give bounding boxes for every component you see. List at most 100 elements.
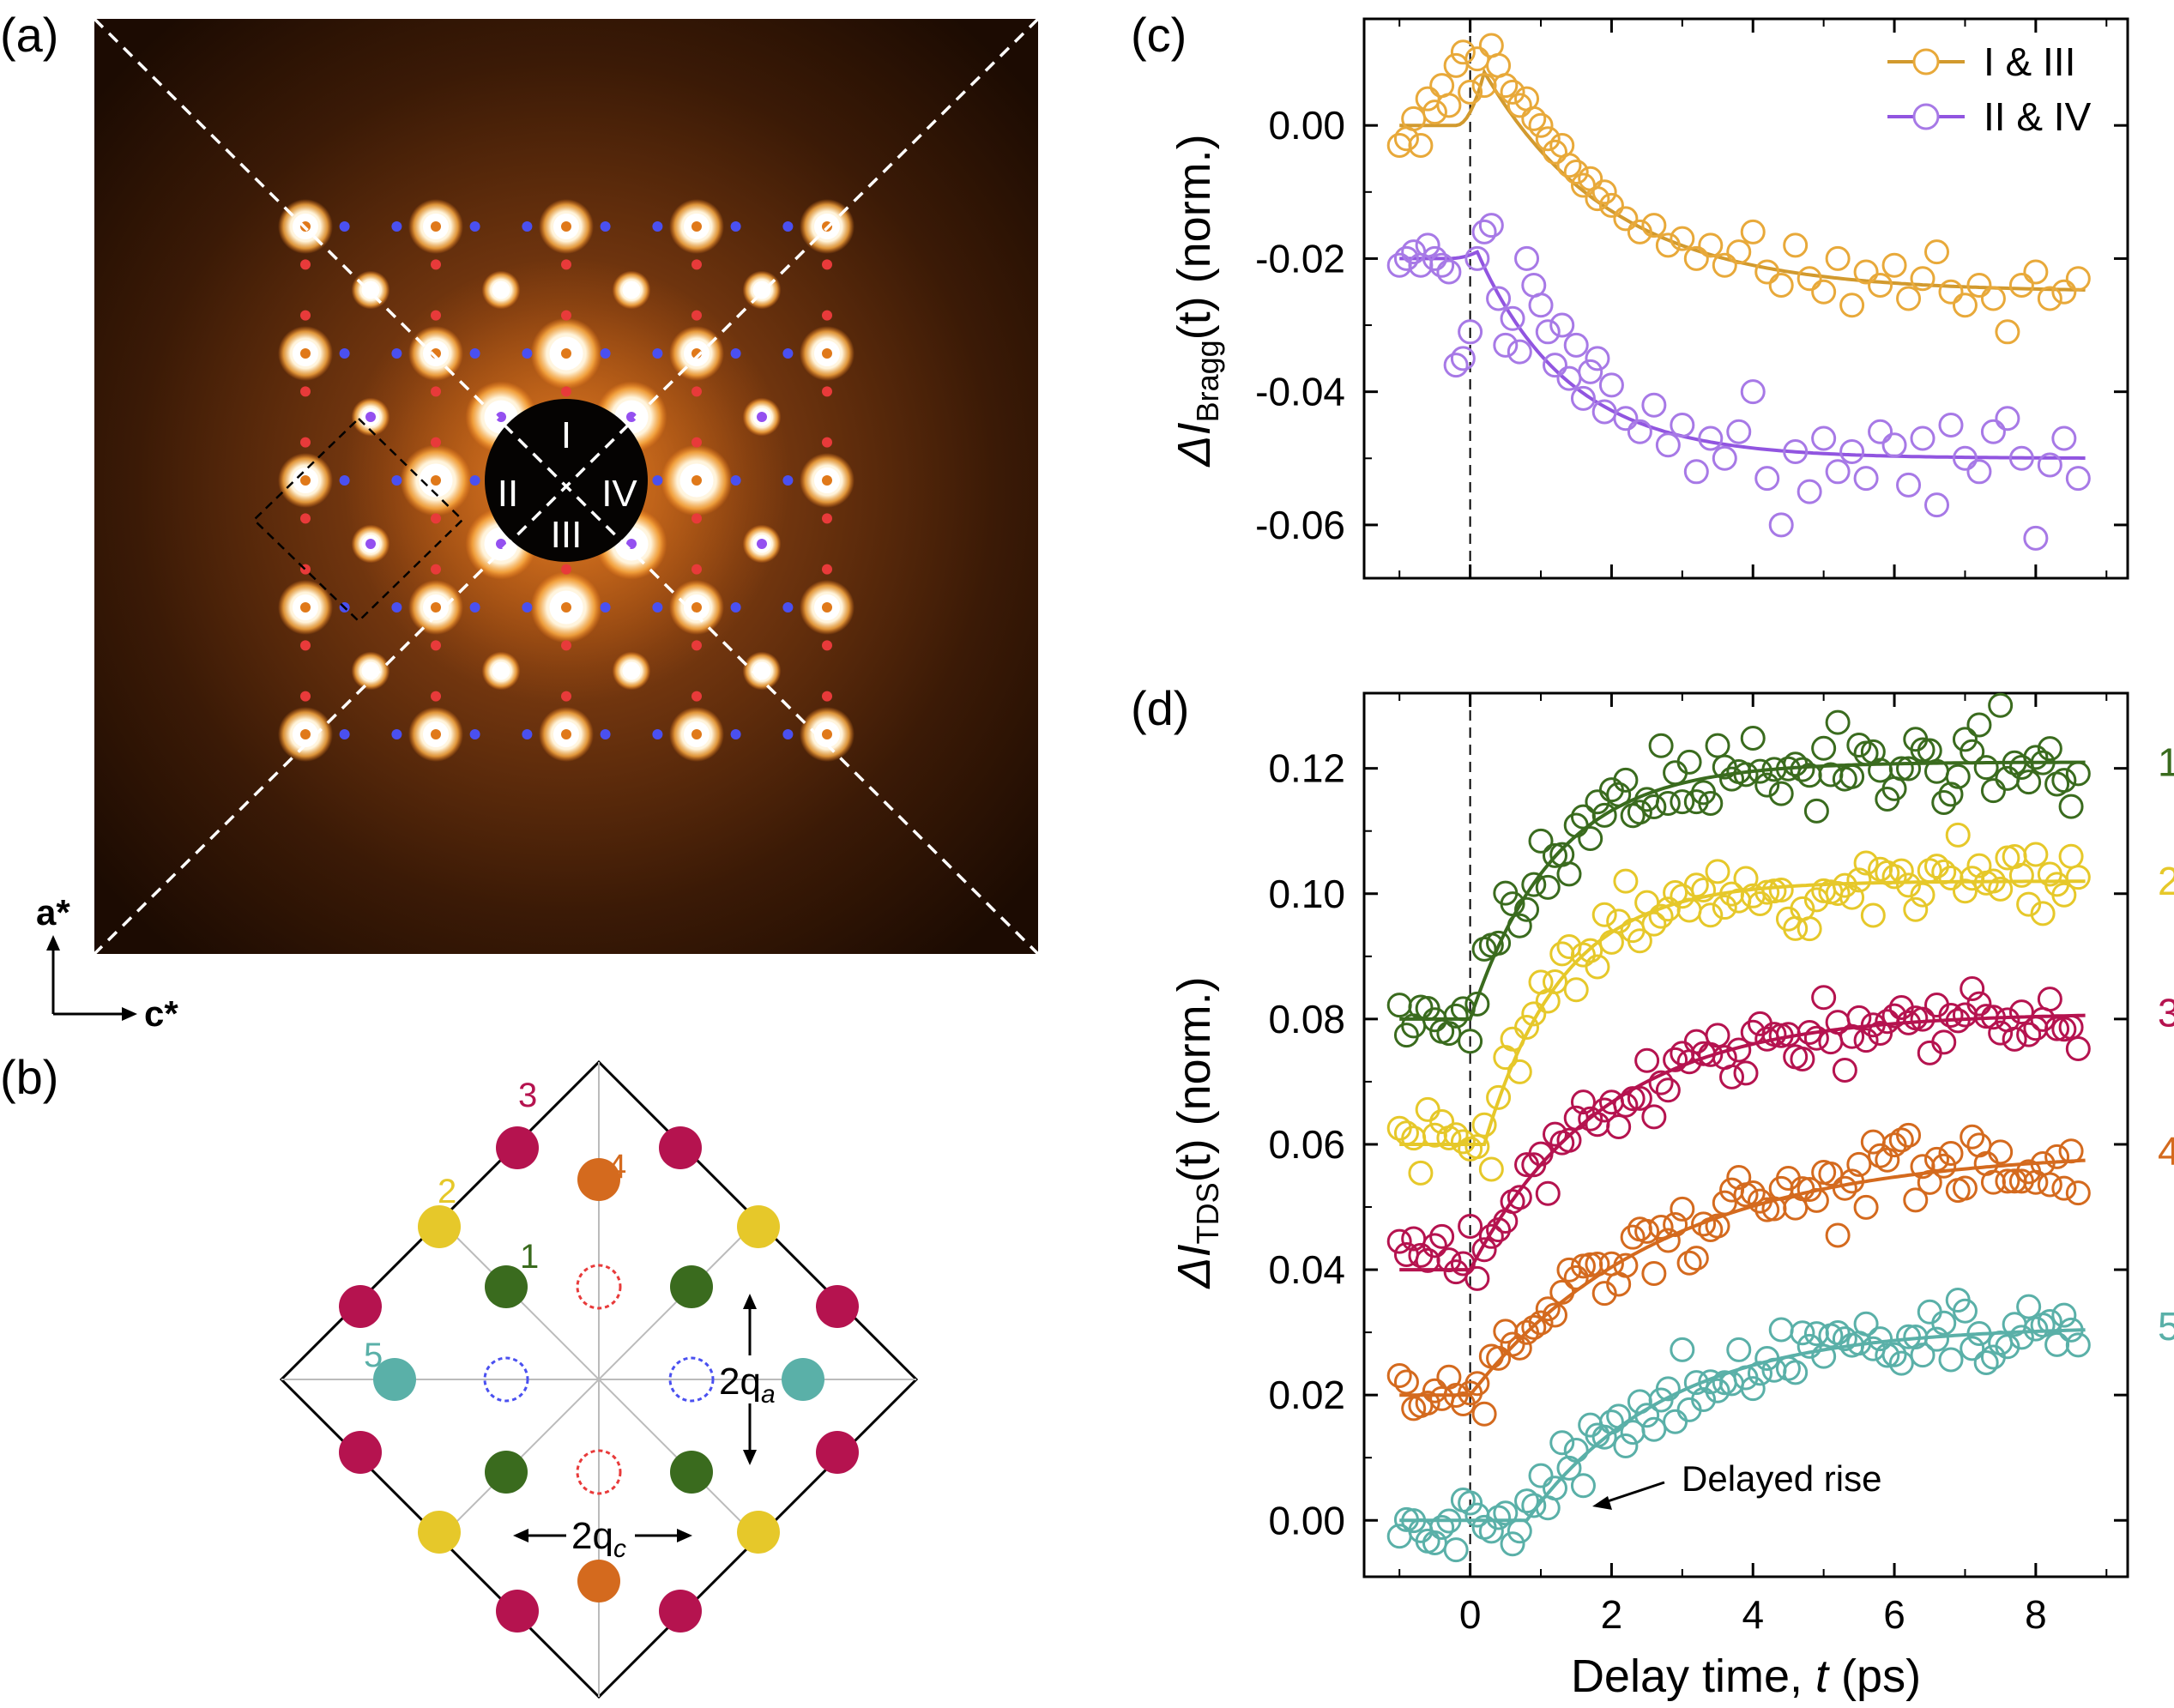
data-point	[1500, 891, 1525, 917]
schematic-dot-2	[737, 1511, 780, 1554]
data-point	[1924, 854, 1949, 879]
data-point	[1797, 266, 1822, 292]
data-point	[1641, 911, 1667, 937]
data-point	[1422, 1233, 1447, 1258]
data-point	[1613, 1433, 1639, 1459]
x-tick-label: 8	[2025, 1592, 2047, 1637]
data-point	[2016, 1022, 2042, 1047]
data-point	[1881, 1342, 1907, 1367]
superlattice-dot-red	[561, 386, 571, 397]
schematic-dot-3	[659, 1590, 702, 1633]
data-point	[1507, 93, 1532, 118]
data-point	[1436, 93, 1462, 118]
data-point	[2058, 1317, 2084, 1343]
data-point	[2051, 768, 2077, 794]
data-point	[1450, 1129, 1476, 1155]
fit-line	[1399, 1013, 2086, 1272]
superlattice-dot-red	[431, 691, 441, 702]
data-point	[1973, 1350, 1999, 1376]
superlattice-dot-red	[691, 640, 702, 651]
data-point	[2030, 901, 2056, 926]
data-point	[1443, 1537, 1469, 1563]
data-point	[1896, 1010, 1922, 1035]
data-point	[1712, 895, 1737, 920]
y-tick-label: 0.12	[1268, 746, 1345, 791]
data-point	[1528, 828, 1554, 854]
series-4: 4	[1386, 1122, 2174, 1427]
data-point	[1634, 1047, 1660, 1073]
data-point	[1910, 882, 1935, 908]
superlattice-dot-red	[431, 640, 441, 651]
data-point	[1543, 1476, 1567, 1501]
data-point	[1754, 772, 1780, 798]
superlattice-dot-red	[300, 437, 311, 448]
data-point	[2016, 770, 2042, 795]
superlattice-dot-blue	[652, 729, 663, 739]
data-point	[1683, 872, 1709, 898]
data-point	[1670, 1196, 1695, 1222]
superlattice-dot-blue	[782, 475, 794, 486]
data-point	[1747, 1188, 1772, 1214]
data-point	[1429, 1514, 1455, 1540]
data-point	[1960, 976, 1985, 1002]
bragg-marker	[561, 602, 571, 613]
superlattice-dot-red	[431, 386, 441, 397]
data-point	[2065, 1180, 2091, 1206]
superlattice-dot-red	[822, 437, 832, 448]
data-point	[1613, 206, 1639, 232]
data-point	[1436, 259, 1462, 285]
data-point	[1698, 902, 1724, 928]
data-point	[1443, 52, 1469, 78]
data-point	[1422, 245, 1447, 271]
legend-marker	[1912, 103, 1940, 130]
data-point	[1910, 266, 1935, 292]
data-point	[1952, 293, 1978, 318]
data-point	[1783, 439, 1809, 465]
series-2: 2	[1386, 822, 2174, 1186]
y-tick-label: -0.02	[1255, 236, 1345, 281]
data-point	[1868, 419, 1893, 444]
data-point	[1783, 232, 1809, 258]
data-point	[1917, 858, 1942, 884]
superlattice-dot-red	[691, 691, 702, 702]
data-point	[1655, 1077, 1681, 1103]
data-point	[1549, 1279, 1575, 1305]
superlattice-dot-red	[691, 564, 702, 575]
data-point	[2065, 466, 2091, 492]
data-point	[1627, 219, 1652, 244]
superlattice-dot-red	[431, 310, 441, 321]
data-point	[1924, 1326, 1949, 1352]
data-point	[1966, 459, 1992, 485]
data-point	[1803, 798, 1829, 824]
data-point	[2065, 865, 2091, 890]
data-point	[1500, 305, 1525, 331]
data-point	[1450, 39, 1476, 65]
data-point	[1570, 1089, 1596, 1115]
x-tick-label: 6	[1883, 1592, 1905, 1637]
data-point	[2058, 1138, 2084, 1164]
data-point	[1726, 888, 1752, 914]
data-point	[1960, 739, 1985, 764]
y-tick-label: 0.06	[1268, 1122, 1345, 1167]
schematic-dashed-dot	[668, 1356, 715, 1403]
bragg-marker	[822, 475, 832, 486]
schematic-dot-1	[670, 1265, 713, 1308]
data-point	[1733, 762, 1759, 788]
data-point	[1832, 872, 1857, 898]
bragg-core	[622, 281, 641, 299]
bragg-marker-violet	[365, 412, 376, 422]
data-point	[1563, 812, 1589, 838]
data-point	[1514, 245, 1540, 271]
superlattice-dot-red	[822, 259, 832, 270]
data-point	[1740, 379, 1766, 405]
data-point	[1535, 874, 1561, 900]
data-point	[1980, 868, 2006, 894]
data-point	[1691, 878, 1717, 903]
superlattice-dot-red	[822, 640, 832, 651]
data-point	[1960, 1124, 1985, 1150]
data-point	[1655, 1228, 1681, 1253]
data-point	[1768, 512, 1794, 538]
data-point	[1676, 749, 1702, 775]
data-point	[1881, 432, 1907, 458]
data-point	[1952, 1175, 1978, 1201]
